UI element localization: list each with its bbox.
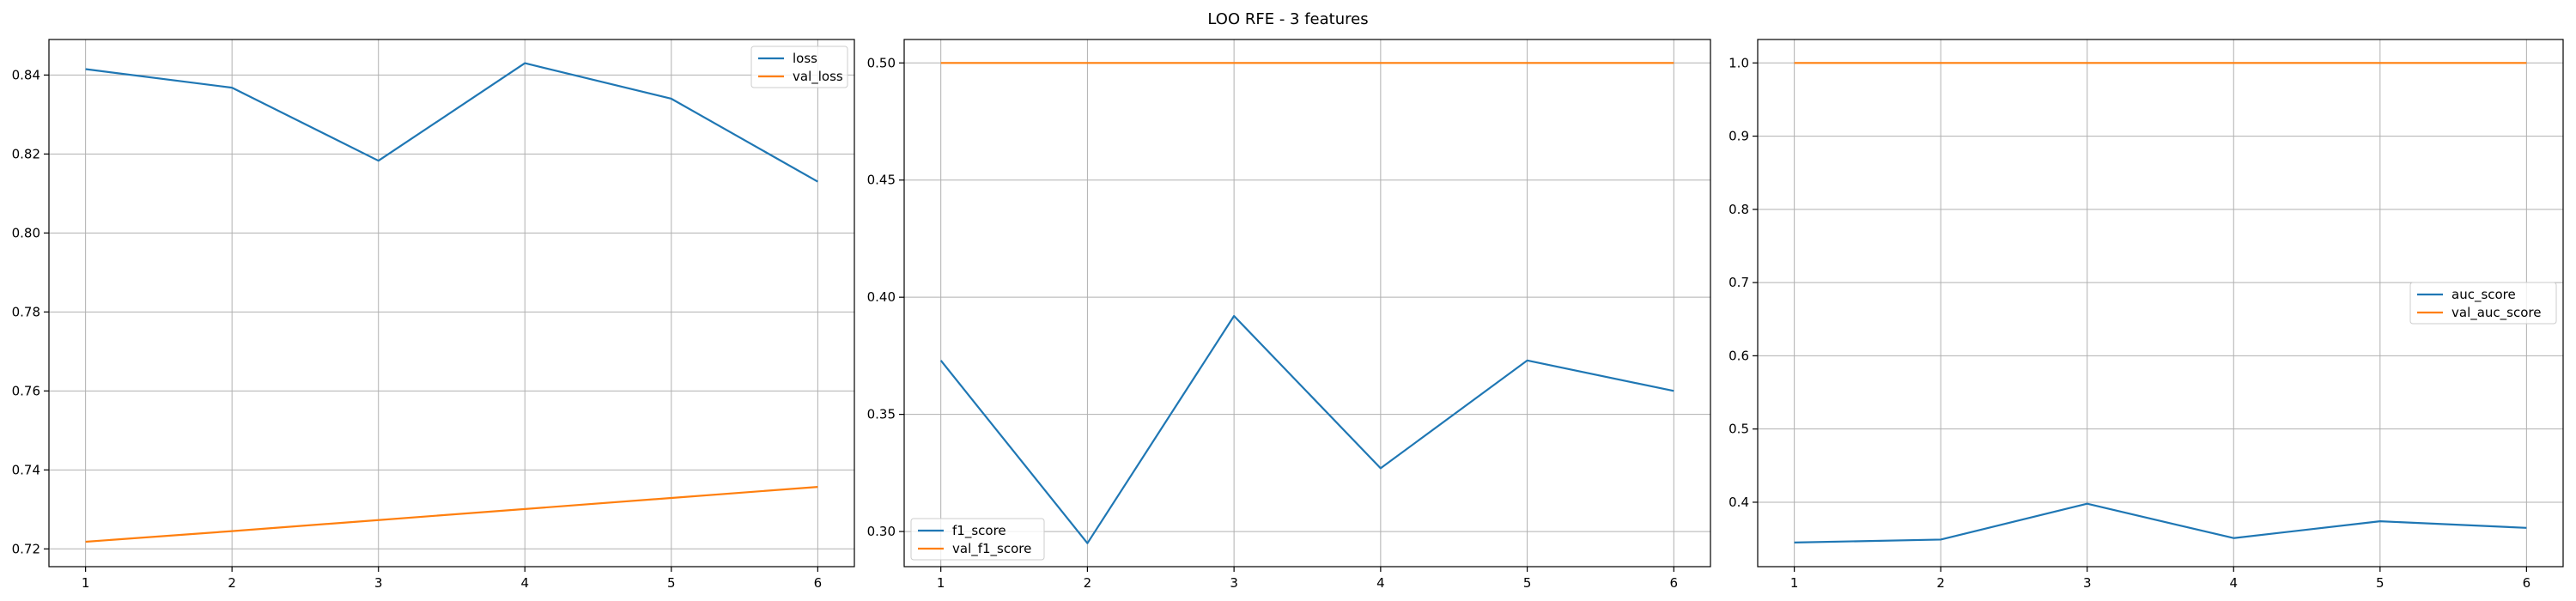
subplot-2: 1 2 3 4 5 6 0.30 0.35 0.40 0.45 0.50 f1_score val_f1… xyxy=(867,39,1711,591)
legend: auc_score val_auc_score xyxy=(2409,282,2557,325)
axes-frame xyxy=(48,39,855,568)
x-tick-label: 5 xyxy=(667,575,676,591)
x-tick-label: 4 xyxy=(2229,575,2238,591)
legend: loss val_loss xyxy=(750,46,848,88)
subplots: 1 2 3 4 5 60.720.740.760.780.800.820.84lossva… xyxy=(12,39,2564,591)
x-tick-label: 3 xyxy=(1230,575,1238,591)
x-tick-label: 1 xyxy=(1790,575,1799,591)
y-tick-label: 0.76 xyxy=(12,383,40,398)
y-tick-label: 0.8 xyxy=(1728,202,1749,217)
x-tick-label: 6 xyxy=(2523,575,2531,591)
x-tick-label: 5 xyxy=(2376,575,2385,591)
series-line-val_loss xyxy=(85,486,818,543)
legend-frame xyxy=(2409,282,2557,325)
y-tick-label: 0.30 xyxy=(867,524,896,539)
y-tick-label: 0.9 xyxy=(1728,129,1749,144)
series-line-auc_score xyxy=(1794,502,2527,543)
y-tick-label: 0.45 xyxy=(867,173,896,188)
y-tick-label: 0.82 xyxy=(12,146,40,161)
subplot-3: 1 2 3 4 5 6 0.4 0.5 0.6 0.7 0.8 0.9 1.0 auc_score val_… xyxy=(1728,39,2564,591)
y-tick-label: 0.80 xyxy=(12,225,40,240)
figure-title: LOO RFE - 3 features xyxy=(1207,10,1368,28)
x-tick-label: 2 xyxy=(1936,575,1945,591)
legend-label-loss: loss xyxy=(793,51,817,66)
y-tick-label: 0.72 xyxy=(12,541,40,556)
axes-frame xyxy=(1757,39,2564,568)
series-line-f1_score xyxy=(939,314,1674,544)
x-tick-label: 6 xyxy=(814,575,823,591)
x-tick-label: 3 xyxy=(374,575,383,591)
y-tick-label: 0.74 xyxy=(12,462,40,477)
x-tick-label: 1 xyxy=(937,575,945,591)
legend-frame xyxy=(910,518,1045,561)
legend-label-val_f1_score: val_f1_score xyxy=(952,541,1031,557)
y-tick-label: 0.5 xyxy=(1728,422,1749,437)
y-tick-label: 0.40 xyxy=(867,289,896,305)
legend: f1_score val_f1_score xyxy=(910,518,1045,561)
y-tick-label: 0.84 xyxy=(12,67,40,82)
legend-label-auc_score: auc_score xyxy=(2451,287,2516,303)
x-tick-label: 2 xyxy=(228,575,236,591)
subplot-1: 1 2 3 4 5 6 0.72 0.74 0.76 0.78 0.80 0.82 0.84 loss va… xyxy=(12,39,855,591)
x-tick-label: 1 xyxy=(82,575,90,591)
y-tick-label: 0.78 xyxy=(12,304,40,319)
y-tick-label: 0.6 xyxy=(1728,348,1749,363)
x-tick-label: 5 xyxy=(1523,575,1532,591)
y-tick-label: 0.7 xyxy=(1728,275,1749,290)
x-tick-label: 2 xyxy=(1084,575,1092,591)
x-tick-label: 6 xyxy=(1670,575,1679,591)
x-tick-label: 3 xyxy=(2083,575,2092,591)
x-tick-label: 4 xyxy=(1376,575,1385,591)
y-tick-label: 1.0 xyxy=(1728,55,1749,70)
axes-frame xyxy=(903,39,1711,568)
y-tick-label: 0.50 xyxy=(867,55,896,70)
y-tick-label: 0.4 xyxy=(1728,495,1749,510)
legend-label-val_auc_score: val_auc_score xyxy=(2451,305,2542,321)
y-tick-label: 0.35 xyxy=(867,407,896,422)
legend-label-f1_score: f1_score xyxy=(952,523,1006,539)
series-line-loss xyxy=(85,62,818,183)
legend-label-val_loss: val_loss xyxy=(793,69,843,85)
x-tick-label: 4 xyxy=(520,575,529,591)
